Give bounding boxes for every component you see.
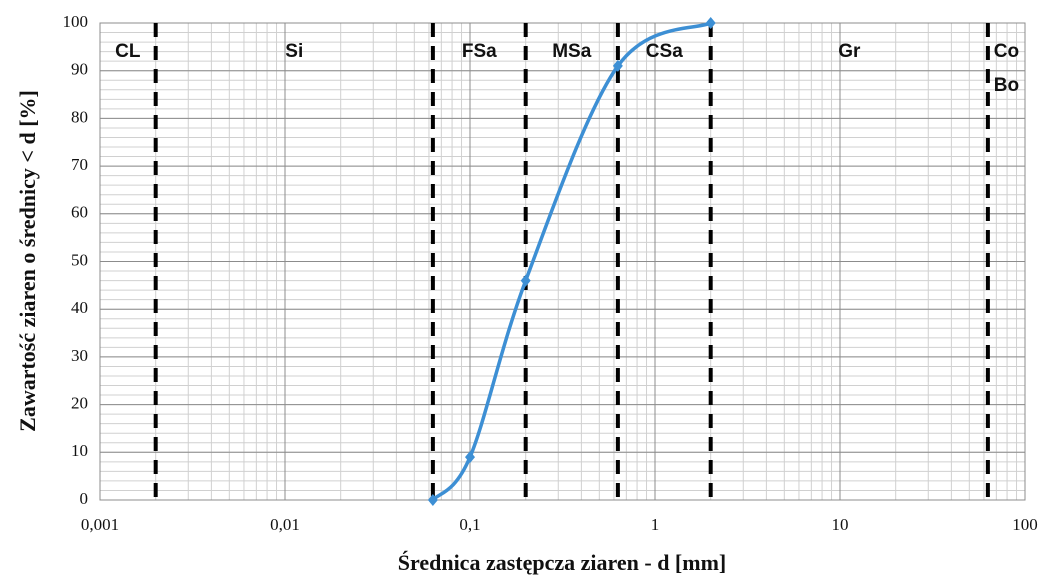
x-tick-label: 0,01 <box>270 515 300 534</box>
marker <box>612 59 623 72</box>
marker <box>520 274 531 287</box>
marker <box>465 451 475 464</box>
zone-label: MSa <box>552 41 592 62</box>
marker <box>705 17 716 29</box>
y-tick-label: 50 <box>71 250 88 269</box>
y-tick-label: 40 <box>71 298 88 317</box>
x-tick-label: 0,001 <box>81 515 119 534</box>
x-tick-label: 1 <box>651 515 660 534</box>
zone-label: FSa <box>462 41 497 62</box>
y-tick-label: 80 <box>71 107 88 126</box>
zone-label: Bo <box>994 75 1019 96</box>
y-tick-label: 60 <box>71 203 88 222</box>
y-tick-label: 30 <box>71 346 88 365</box>
x-tick-label: 100 <box>1012 515 1038 534</box>
x-tick-label: 0,1 <box>459 515 480 534</box>
x-tick-label: 10 <box>832 515 849 534</box>
y-tick-label: 20 <box>71 394 88 413</box>
zone-label: CSa <box>646 41 683 62</box>
zone-label: Gr <box>838 41 861 62</box>
y-axis-label: Zawartość ziaren o średnicy < d [%] <box>15 90 40 432</box>
zone-label: Si <box>285 41 303 62</box>
zone-label: Co <box>994 41 1019 62</box>
y-tick-label: 0 <box>80 489 89 508</box>
zone-label: CL <box>115 41 141 62</box>
plot-border <box>99 22 1026 501</box>
x-axis-label: Średnica zastępcza ziaren - d [mm] <box>398 550 727 575</box>
y-tick-label: 90 <box>71 60 88 79</box>
y-tick-label: 100 <box>63 12 89 31</box>
y-tick-label: 70 <box>71 155 88 174</box>
marker <box>427 494 438 506</box>
y-tick-label: 10 <box>71 441 88 460</box>
